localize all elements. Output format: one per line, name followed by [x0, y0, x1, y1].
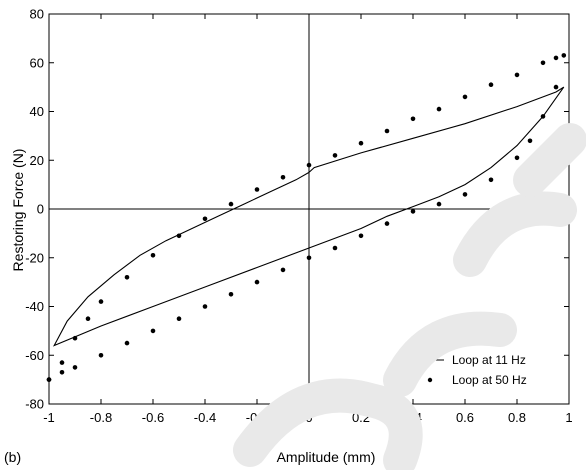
legend: Loop at 11 Hz Loop at 50 Hz — [416, 353, 527, 387]
x-tick-label: -1 — [43, 410, 55, 425]
series-point-50hz — [150, 328, 156, 334]
x-tick-label: 0.6 — [456, 410, 474, 425]
series-point-50hz — [540, 114, 546, 119]
series-point-50hz — [72, 365, 78, 370]
x-tick-label: 0 — [305, 410, 312, 425]
series-point-50hz — [176, 316, 182, 322]
y-tick-label: -20 — [25, 250, 44, 265]
series-point-50hz — [462, 192, 468, 197]
series-point-50hz — [332, 245, 338, 251]
series-point-50hz — [254, 187, 260, 192]
panel-label: (b) — [4, 449, 21, 465]
series-point-50hz — [98, 299, 104, 304]
x-tick-label: 0.8 — [508, 410, 526, 425]
x-axis-label: Amplitude (mm) — [277, 449, 376, 465]
y-tick-label: 60 — [30, 55, 44, 70]
series-point-50hz — [228, 201, 234, 207]
legend-label-11hz: Loop at 11 Hz — [452, 353, 526, 367]
series-point-50hz — [59, 360, 65, 365]
series-point-50hz — [202, 304, 208, 309]
y-tick-label: 80 — [30, 7, 44, 22]
x-tick-label: -0.4 — [194, 410, 216, 425]
y-tick-label: -80 — [25, 397, 44, 412]
legend-label-50hz: Loop at 50 Hz — [452, 373, 527, 387]
series-point-50hz — [358, 140, 364, 146]
y-tick-label: -40 — [25, 299, 44, 314]
series-point-50hz — [553, 84, 559, 90]
x-tick-label: 0.4 — [404, 410, 422, 425]
series-point-50hz — [228, 292, 234, 297]
y-tick-label: -60 — [25, 348, 44, 363]
x-tick-label: -0.6 — [142, 410, 164, 425]
x-tick-label: 0.2 — [352, 410, 370, 425]
series-point-50hz — [462, 94, 468, 100]
series-point-50hz — [384, 128, 390, 134]
y-axis-ticks: -80 -60 -40 -20 0 20 40 60 80 — [25, 7, 569, 412]
series-point-50hz — [436, 106, 442, 112]
series-layer — [46, 53, 567, 382]
legend-dot-sample — [427, 377, 433, 383]
series-point-50hz — [514, 155, 520, 161]
x-tick-label: -0.8 — [90, 410, 112, 425]
series-point-50hz — [527, 138, 533, 144]
series-point-50hz — [384, 221, 390, 226]
series-point-50hz — [553, 55, 559, 61]
series-point-50hz — [176, 233, 182, 239]
series-point-50hz — [202, 216, 208, 222]
series-point-50hz — [85, 316, 91, 322]
y-tick-label: 20 — [30, 153, 44, 168]
series-point-50hz — [488, 82, 494, 87]
x-tick-label: 1 — [565, 410, 572, 425]
series-point-50hz — [124, 340, 130, 346]
series-point-50hz — [561, 53, 567, 58]
series-point-50hz — [150, 253, 156, 258]
series-point-50hz — [280, 267, 286, 273]
y-tick-label: 40 — [30, 104, 44, 119]
series-point-50hz — [124, 275, 130, 280]
series-point-50hz — [306, 255, 312, 261]
series-point-50hz — [332, 153, 338, 158]
series-point-50hz — [72, 335, 78, 341]
y-axis-label: Restoring Force (N) — [10, 149, 26, 272]
series-point-50hz — [436, 201, 442, 207]
series-point-50hz — [98, 353, 104, 358]
series-point-50hz — [306, 162, 312, 168]
series-point-50hz — [410, 209, 416, 214]
series-point-50hz — [540, 60, 546, 66]
series-point-50hz — [358, 233, 364, 239]
series-point-50hz — [254, 279, 260, 285]
series-point-50hz — [410, 116, 416, 122]
x-tick-label: -0.2 — [246, 410, 268, 425]
y-tick-label: 0 — [37, 202, 44, 217]
series-point-50hz — [514, 72, 520, 78]
series-point-50hz — [488, 177, 494, 183]
series-line-11hz — [52, 86, 565, 347]
series-point-50hz — [59, 370, 65, 375]
series-point-50hz — [46, 377, 52, 382]
series-point-50hz — [280, 175, 286, 180]
